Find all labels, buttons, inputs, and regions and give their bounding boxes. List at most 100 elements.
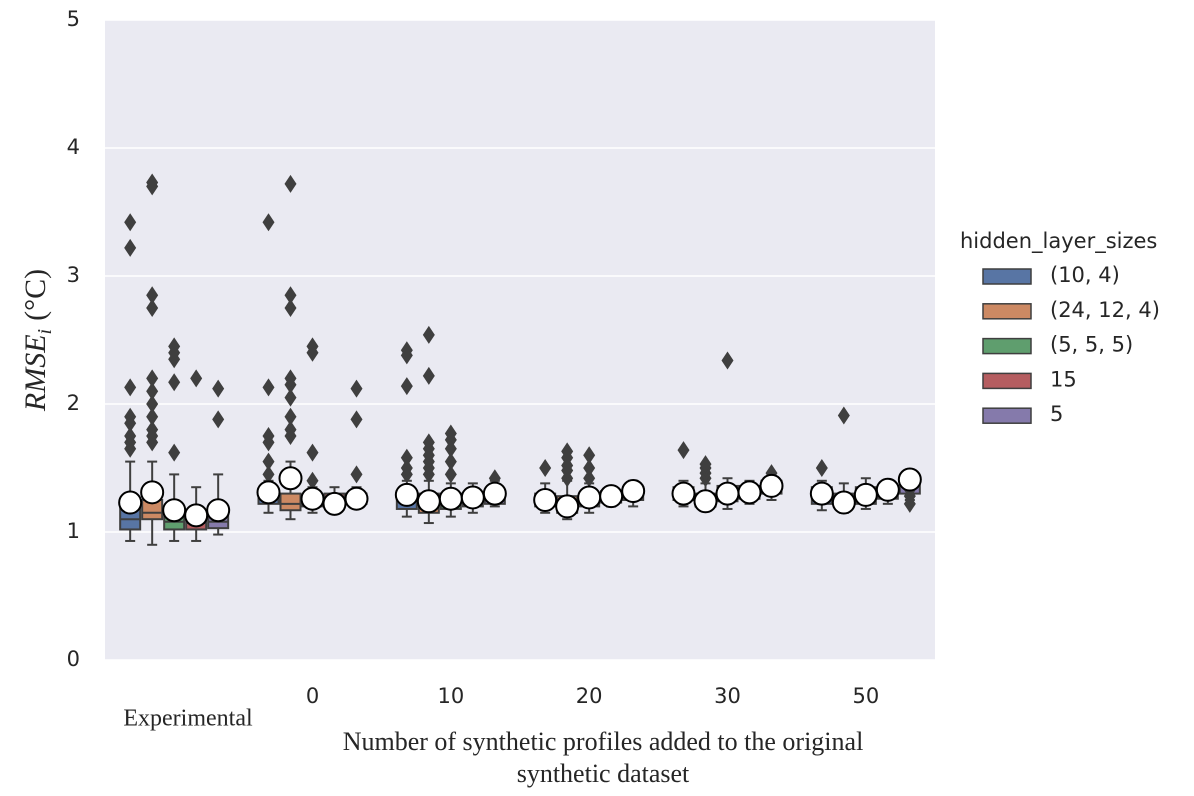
- y-tick-label: 5: [67, 7, 80, 31]
- marks: [118, 173, 922, 546]
- outlier: [284, 369, 297, 388]
- mean-marker: [118, 490, 143, 515]
- outlier: [284, 420, 297, 439]
- outlier: [422, 325, 435, 344]
- mean-marker: [577, 485, 602, 510]
- outlier: [146, 395, 159, 413]
- outlier: [306, 337, 319, 356]
- grid: [105, 19, 935, 661]
- mean-marker: [460, 485, 485, 510]
- mean-marker: [278, 466, 303, 491]
- outlier: [124, 213, 137, 232]
- y-label-unit: (°C): [19, 269, 52, 321]
- x-tick-label: 50: [852, 684, 879, 708]
- outlier: [146, 286, 159, 305]
- outlier: [699, 455, 712, 474]
- outlier: [306, 443, 319, 462]
- legend-swatch: [982, 372, 1032, 390]
- y-axis-label: RMSEi (°C): [19, 269, 56, 412]
- y-label-sub: i: [34, 329, 56, 335]
- mean-marker: [482, 481, 507, 506]
- legend-title: hidden_layer_sizes: [960, 229, 1157, 254]
- mean-marker: [300, 486, 325, 511]
- x-axis-label: Number of synthetic profiles added to th…: [343, 727, 864, 756]
- mean-marker: [621, 479, 646, 504]
- outlier: [400, 377, 413, 396]
- outlier: [583, 446, 596, 465]
- outlier: [168, 373, 181, 392]
- outlier: [284, 299, 297, 317]
- outlier: [400, 341, 413, 360]
- outlier: [350, 465, 363, 484]
- outlier: [422, 366, 435, 385]
- legend-label: 15: [1050, 367, 1077, 391]
- outlier: [444, 424, 457, 443]
- outlier: [168, 337, 181, 356]
- mean-marker: [853, 482, 878, 507]
- mean-marker: [162, 498, 187, 523]
- x-tick-label: 0: [306, 684, 319, 708]
- outlier: [837, 406, 850, 425]
- mean-marker: [344, 486, 369, 511]
- y-tick-label: 4: [67, 135, 80, 159]
- legend-label: (10, 4): [1050, 263, 1120, 287]
- outlier: [444, 465, 457, 484]
- outlier: [146, 369, 159, 388]
- legend-label: (24, 12, 4): [1050, 298, 1160, 322]
- plot-area: [105, 20, 935, 660]
- outlier: [422, 433, 435, 452]
- outlier: [815, 459, 828, 477]
- outlier: [146, 173, 159, 192]
- outlier: [124, 238, 137, 257]
- outlier: [262, 378, 275, 397]
- mean-marker: [693, 489, 718, 514]
- mean-marker: [256, 480, 281, 505]
- outlier: [444, 452, 457, 471]
- y-label-main: RMSE: [19, 334, 52, 412]
- x-tick-label: Experimental: [123, 706, 253, 732]
- outlier: [583, 469, 596, 488]
- outlier: [124, 427, 137, 445]
- outlier: [400, 459, 413, 477]
- outlier: [284, 174, 297, 193]
- mean-marker: [184, 503, 209, 528]
- mean-marker: [555, 494, 580, 519]
- y-tick-label: 3: [67, 263, 80, 287]
- outlier: [168, 443, 181, 462]
- legend-swatch: [982, 407, 1032, 424]
- outlier: [146, 407, 159, 426]
- mean-marker: [759, 473, 784, 498]
- outlier: [190, 369, 203, 388]
- legend-swatch: [982, 268, 1032, 285]
- box: [279, 492, 302, 512]
- mean-marker: [438, 486, 463, 511]
- legend-label: 5: [1050, 402, 1063, 426]
- outlier: [350, 379, 363, 398]
- outlier: [539, 459, 552, 477]
- outlier: [721, 351, 734, 370]
- outlier: [262, 465, 275, 484]
- outlier: [262, 427, 275, 445]
- legend-label: (5, 5, 5): [1050, 333, 1133, 357]
- outlier: [583, 459, 596, 477]
- outlier: [350, 410, 363, 429]
- outlier: [146, 382, 159, 401]
- mean-marker: [715, 481, 740, 506]
- mean-marker: [737, 480, 762, 505]
- mean-marker: [875, 477, 900, 502]
- mean-marker: [809, 481, 834, 506]
- y-tick-label: 1: [67, 519, 80, 543]
- outlier: [262, 452, 275, 471]
- mean-marker: [897, 467, 922, 492]
- outlier: [262, 213, 275, 232]
- mean-marker: [533, 488, 558, 512]
- y-tick-label: 0: [67, 647, 80, 671]
- outlier: [306, 471, 319, 490]
- x-tick-label: 10: [437, 684, 464, 708]
- outlier: [146, 299, 159, 317]
- mean-marker: [394, 482, 419, 507]
- outlier: [124, 407, 137, 426]
- outlier: [677, 441, 690, 460]
- y-tick-label: 2: [67, 391, 80, 415]
